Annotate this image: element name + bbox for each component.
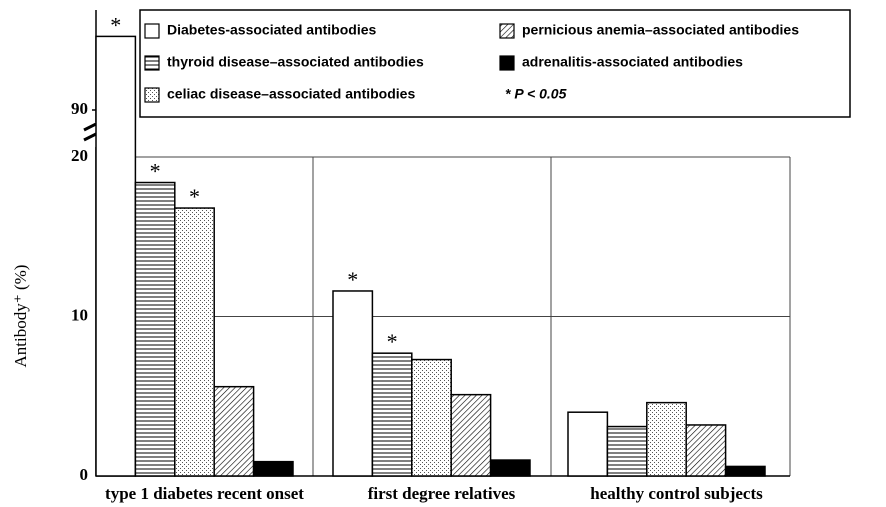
- legend-note: * P < 0.05: [505, 86, 567, 102]
- bar: [685, 424, 727, 477]
- bar: [371, 352, 413, 477]
- legend-swatch: [499, 55, 515, 71]
- y-tick-label: 0: [80, 465, 89, 484]
- x-tick-label: first degree relatives: [368, 484, 516, 503]
- bar: [646, 401, 687, 477]
- bar: [450, 393, 492, 477]
- significance-mark: *: [150, 159, 161, 184]
- significance-mark: *: [387, 329, 398, 354]
- significance-mark: *: [110, 12, 121, 37]
- bar: [606, 425, 648, 477]
- bar: [213, 385, 255, 477]
- significance-mark: *: [347, 267, 358, 292]
- y-axis-label: Antibody⁺ (%): [11, 265, 30, 368]
- bar: [411, 358, 452, 477]
- x-tick-label: type 1 diabetes recent onset: [105, 484, 304, 503]
- y-tick-label: 20: [71, 146, 88, 165]
- legend-swatch: [144, 87, 160, 103]
- y-tick-label: 90: [71, 99, 88, 118]
- bar: [174, 207, 215, 477]
- legend-box: [139, 9, 851, 118]
- bar: [332, 290, 374, 477]
- significance-mark: *: [189, 184, 200, 209]
- bar: [252, 460, 294, 477]
- bar: [724, 465, 766, 477]
- legend-label: thyroid disease–associated antibodies: [167, 54, 424, 70]
- legend-swatch: [499, 23, 515, 39]
- bar: [489, 459, 531, 477]
- bar: [134, 181, 176, 477]
- legend-label: pernicious anemia–associated antibodies: [522, 22, 799, 38]
- legend-swatch: [144, 23, 160, 39]
- bar: [95, 35, 137, 477]
- x-tick-label: healthy control subjects: [590, 484, 763, 503]
- bar: [567, 411, 609, 477]
- y-tick-label: 10: [71, 305, 88, 324]
- legend-label: adrenalitis-associated antibodies: [522, 54, 743, 70]
- legend-label: Diabetes-associated antibodies: [167, 22, 377, 38]
- legend-label: celiac disease–associated antibodies: [167, 86, 415, 102]
- legend-swatch: [144, 55, 160, 71]
